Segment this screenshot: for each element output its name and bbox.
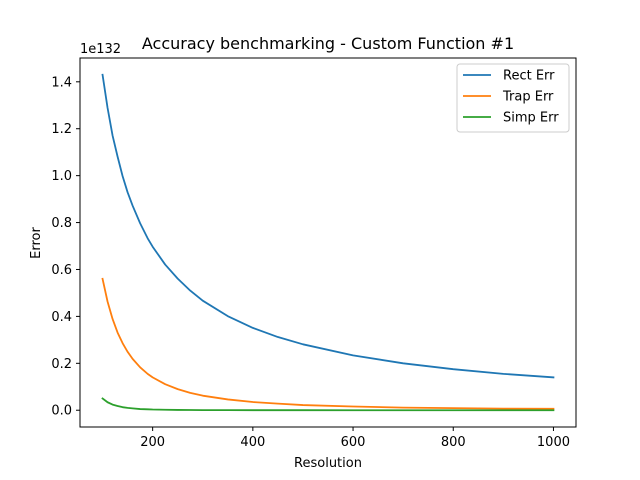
- y-tick-label: 0.2: [51, 357, 72, 372]
- y-tick-label: 1.4: [51, 75, 72, 90]
- x-axis: 200 400 600 800 1000: [140, 427, 570, 450]
- y-tick-label: 0.8: [51, 216, 72, 231]
- legend-label: Simp Err: [503, 111, 559, 126]
- x-tick-label: 400: [240, 435, 265, 450]
- x-axis-label: Resolution: [294, 456, 362, 471]
- y-offset-label: 1e132: [80, 42, 121, 57]
- series-line-trap-err: [101, 277, 555, 410]
- x-tick-label: 800: [441, 435, 466, 450]
- series-line-simp-err: [101, 397, 555, 412]
- y-tick-label: 0.4: [51, 310, 72, 325]
- y-tick-label: 0.0: [51, 404, 72, 419]
- y-tick-label: 0.6: [51, 263, 72, 278]
- legend-label: Trap Err: [502, 90, 554, 105]
- y-axis: 0.0 0.2 0.4 0.6 0.8 1.0 1.2 1.4: [51, 75, 80, 419]
- plot-area: [101, 73, 555, 412]
- series-line-rect-err: [101, 73, 555, 379]
- y-axis-label: Error: [29, 227, 44, 259]
- legend-box: [456, 63, 570, 133]
- axes-frame: [79, 57, 577, 428]
- legend: Rect Err Trap Err Simp Err: [456, 63, 570, 133]
- x-tick-label: 600: [341, 435, 366, 450]
- x-tick-label: 1000: [537, 435, 570, 450]
- x-tick-label: 200: [140, 435, 165, 450]
- y-tick-label: 1.2: [51, 122, 72, 137]
- legend-label: Rect Err: [503, 69, 555, 84]
- chart-title: Accuracy benchmarking - Custom Function …: [142, 34, 514, 53]
- y-tick-label: 1.0: [51, 169, 72, 184]
